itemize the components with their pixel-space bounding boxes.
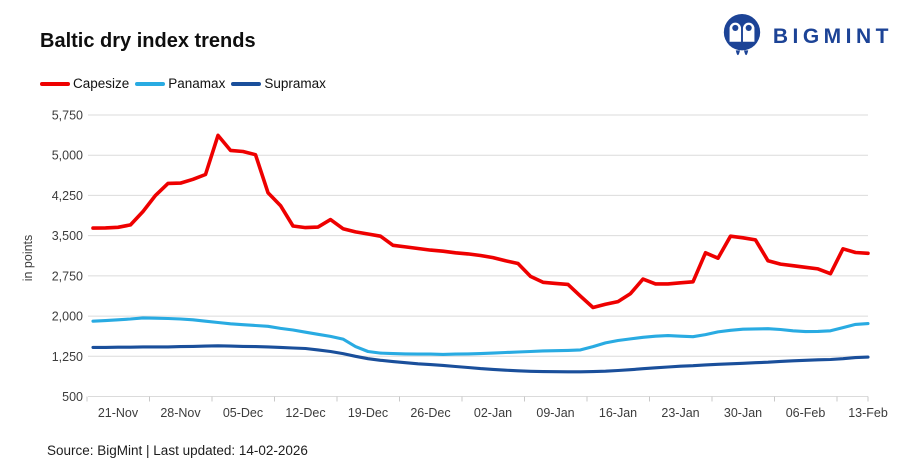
y-tick-label: 1,250: [52, 350, 83, 364]
series-line-panamax: [91, 316, 870, 356]
legend-item-supramax[interactable]: Supramax: [231, 76, 326, 91]
y-tick-label: 5,750: [52, 109, 83, 123]
x-tick-label: 12-Dec: [285, 406, 325, 420]
y-tick-label: 5,000: [52, 149, 83, 163]
bigmint-logo-icon: [723, 14, 761, 56]
x-tick-label: 13-Feb: [848, 406, 888, 420]
legend-item-panamax[interactable]: Panamax: [135, 76, 225, 91]
x-tick-label: 09-Jan: [536, 406, 574, 420]
x-tick-label: 05-Dec: [223, 406, 263, 420]
x-tick-label: 16-Jan: [599, 406, 637, 420]
x-tick-label: 23-Jan: [661, 406, 699, 420]
x-tick-label: 21-Nov: [98, 406, 139, 420]
series-line-capesize: [91, 133, 870, 310]
y-tick-label: 3,500: [52, 229, 83, 243]
chart-legend: Capesize Panamax Supramax: [40, 76, 326, 91]
y-tick-label: 2,750: [52, 269, 83, 283]
legend-label: Supramax: [264, 76, 326, 91]
brand-name: BIGMINT: [772, 25, 893, 48]
page-title: Baltic dry index trends: [40, 30, 256, 52]
x-tick-label: 26-Dec: [410, 406, 450, 420]
y-tick-label: 2,000: [52, 310, 83, 324]
legend-label: Panamax: [168, 76, 226, 91]
y-tick-label: 500: [62, 390, 83, 404]
y-tick-label: 4,250: [52, 189, 83, 203]
x-tick-label: 28-Nov: [160, 406, 201, 420]
supramax-line-swatch: [231, 81, 262, 86]
series-line-supramax: [91, 344, 870, 374]
x-tick-label: 06-Feb: [786, 406, 826, 420]
x-tick-label: 30-Jan: [724, 406, 762, 420]
legend-label: Capesize: [73, 76, 130, 91]
x-tick-label: 02-Jan: [474, 406, 512, 420]
source-note: Source: BigMint | Last updated: 14-02-20…: [47, 443, 308, 458]
brand-logo: BIGMINT: [720, 12, 893, 62]
x-tick-label: 19-Dec: [348, 406, 388, 420]
capesize-line-swatch: [40, 81, 70, 86]
panamax-line-swatch: [135, 81, 166, 86]
y-axis-title: in points: [21, 235, 35, 282]
legend-item-capesize[interactable]: Capesize: [40, 76, 129, 91]
